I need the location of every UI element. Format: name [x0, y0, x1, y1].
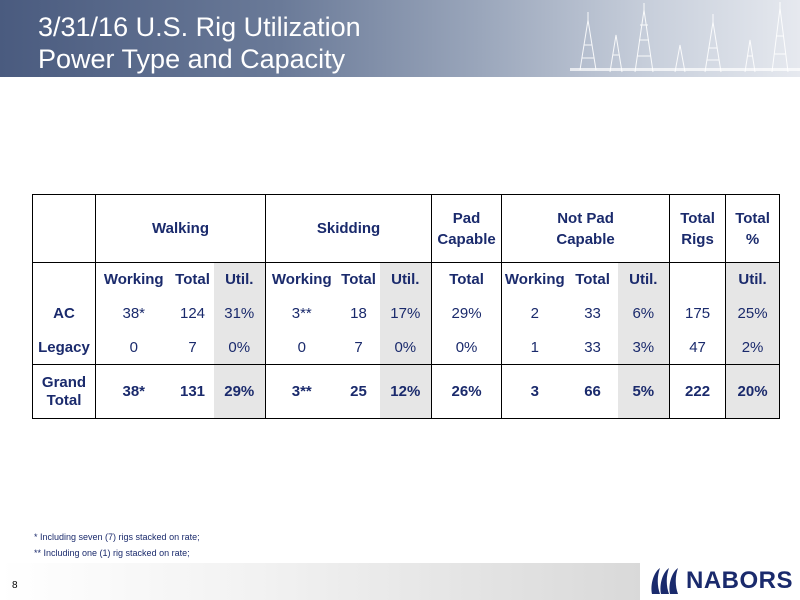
nabors-logo-icon [651, 568, 678, 594]
table-cell: 38* [95, 296, 172, 331]
footnote-skidding: ** Including one (1) rig stacked on rate… [34, 548, 190, 558]
table-cell: 175 [669, 296, 726, 331]
title-line-1: 3/31/16 U.S. Rig Utilization [38, 12, 361, 42]
subheader-skidding-util: Util. [379, 262, 432, 297]
title-banner: 3/31/16 U.S. Rig Utilization Power Type … [0, 0, 800, 77]
table-cell: 0% [431, 330, 502, 365]
row-label-grand-total: Grand Total [32, 364, 96, 419]
footer-bar [0, 563, 640, 600]
table-cell: 33 [584, 338, 601, 356]
table-cell: 20% [725, 364, 781, 419]
table-cell: 29% [213, 364, 266, 419]
table-cell: 222 [669, 364, 726, 419]
header-walking: Walking [94, 194, 266, 263]
subheader-notpad-util: Util. [617, 262, 670, 297]
header-total-rigs-line2: Rigs [669, 228, 726, 263]
header-total-pct-line2: % [725, 228, 781, 263]
subheader-skidding-total: Total [341, 271, 376, 289]
row-label-legacy: Legacy [32, 330, 96, 365]
table-cell: 2 [501, 296, 568, 331]
table-cell: 31% [213, 296, 266, 331]
title-line-2: Power Type and Capacity [38, 44, 346, 74]
page-number: 8 [12, 580, 18, 591]
label-spacer [32, 262, 96, 297]
table-cell: 66 [567, 364, 618, 419]
table-cell: 7 [188, 338, 197, 356]
page-title: 3/31/16 U.S. Rig Utilization Power Type … [38, 11, 361, 75]
row-label-ac: AC [32, 296, 96, 331]
table-cell: 29% [431, 296, 502, 331]
grand-total-label-line1: Grand [41, 373, 87, 391]
header-total-rigs-line1: Total [669, 194, 726, 229]
table-cell: 0% [213, 330, 266, 365]
table-cell: 25% [725, 296, 781, 331]
table-cell: 3** [265, 296, 338, 331]
subheader-notpad-working: Working [501, 262, 568, 297]
header-pad-capable-line2: Capable [431, 228, 502, 263]
table-cell: 12% [379, 364, 432, 419]
table-cell: 18 [350, 305, 367, 322]
subheader-rigs-blank [669, 262, 726, 297]
table-row-ac: AC 38* 124 31% 3** 18 17% 29% 2 33 6% 17… [32, 296, 781, 331]
company-logo-text: NABORS [686, 567, 794, 594]
drilling-rigs-illustration [570, 2, 800, 73]
table-cell: 3 [501, 364, 568, 419]
subheader-walking-working: Working [95, 262, 172, 297]
subheader-walking-util: Util. [213, 262, 266, 297]
table-cell: 2% [725, 330, 781, 365]
table-cell: 47 [669, 330, 726, 365]
table-cell: 3% [617, 330, 670, 365]
table-cell: 131 [171, 364, 214, 419]
table-cell: 0 [95, 330, 172, 365]
table-cell: 5% [617, 364, 670, 419]
table-cell: 17% [379, 296, 432, 331]
table-cell: 0% [379, 330, 432, 365]
table-cell: 33 [584, 305, 601, 322]
header-pad-capable-line1: Pad [431, 194, 502, 229]
grand-total-label-line2: Total [46, 391, 82, 409]
table-cell: 6% [617, 296, 670, 331]
table-row-legacy: Legacy 0 7 0% 0 7 0% 0% 1 33 3% 47 2% [32, 330, 781, 365]
header-total-pct-line1: Total [725, 194, 781, 229]
header-not-pad-line1: Not Pad [501, 194, 670, 229]
footnote-walking: * Including seven (7) rigs stacked on ra… [34, 532, 200, 542]
subheader-walking-total: Total [175, 271, 210, 289]
table-cell: 124 [179, 305, 206, 322]
table-row-grand-total: Grand Total 38* 131 29% 3** 25 12% 26% 3… [32, 364, 781, 419]
subheader-skidding-working: Working [265, 262, 338, 297]
table-cell: 25 [337, 364, 380, 419]
header-skidding: Skidding [265, 194, 432, 263]
subheader-total-util: Util. [725, 262, 781, 297]
table-cell: 38* [95, 364, 172, 419]
corner-cell [32, 194, 96, 263]
table-cell: 3** [265, 364, 338, 419]
header-not-pad-line2: Capable [501, 228, 670, 263]
table-cell: 7 [354, 338, 363, 356]
table-cell: 26% [431, 364, 502, 419]
table-cell: 1 [501, 330, 568, 365]
subheader-notpad-total: Total [575, 271, 610, 289]
rig-utilization-table: Walking Skidding Pad Not Pad Total Total… [32, 194, 781, 419]
table-cell: 0 [265, 330, 338, 365]
subheader-pad-total: Total [431, 262, 502, 297]
